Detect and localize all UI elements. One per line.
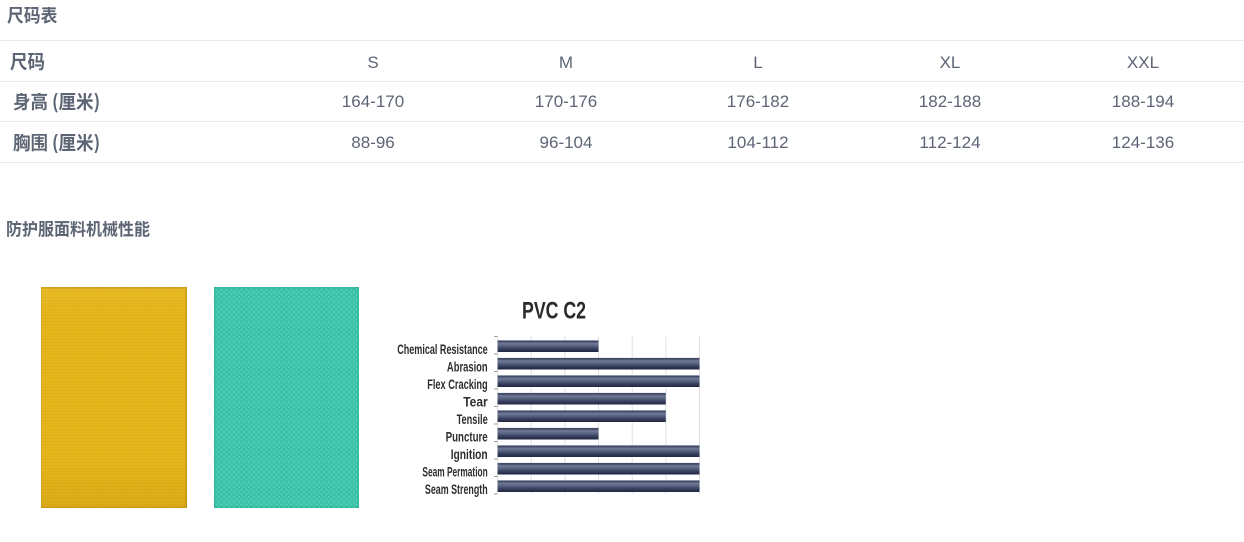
svg-text:Seam Strength: Seam Strength <box>425 481 488 497</box>
svg-text:Puncture: Puncture <box>446 429 488 445</box>
svg-text:Flex Cracking: Flex Cracking <box>427 376 488 392</box>
svg-text:Chemical Resistance: Chemical Resistance <box>397 341 488 357</box>
svg-text:PVC C2: PVC C2 <box>522 297 586 324</box>
svg-text:Seam Permation: Seam Permation <box>422 464 487 480</box>
svg-text:Abrasion: Abrasion <box>447 359 488 375</box>
svg-text:Tear: Tear <box>463 394 488 410</box>
svg-text:Tensile: Tensile <box>457 411 488 427</box>
svg-text:Ignition: Ignition <box>451 446 488 462</box>
